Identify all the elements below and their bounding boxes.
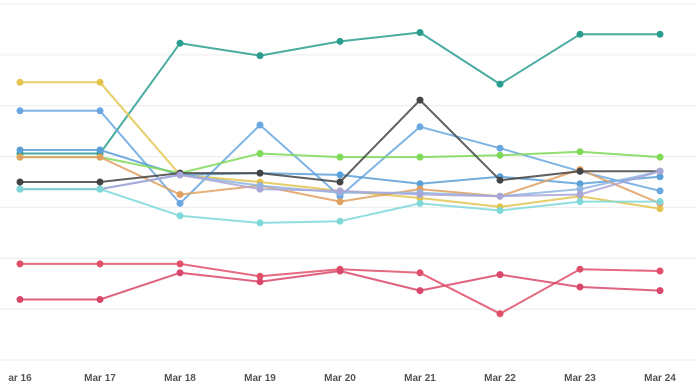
- data-point[interactable]: [656, 173, 664, 181]
- x-tick-label: Mar 21: [404, 373, 436, 384]
- series-10: [16, 185, 664, 227]
- data-point[interactable]: [336, 171, 344, 179]
- data-point[interactable]: [496, 192, 504, 200]
- x-tick-label: Mar 20: [324, 373, 356, 384]
- data-point[interactable]: [16, 296, 24, 303]
- series-7: [16, 96, 664, 186]
- data-point[interactable]: [256, 272, 264, 280]
- data-point[interactable]: [336, 178, 344, 186]
- data-point[interactable]: [416, 153, 424, 161]
- series-9: [16, 167, 664, 200]
- grid-lines: [0, 3, 697, 361]
- data-point[interactable]: [416, 180, 424, 188]
- data-point[interactable]: [576, 191, 584, 198]
- data-point[interactable]: [176, 39, 184, 47]
- data-point[interactable]: [16, 78, 24, 86]
- x-tick-label: Mar 24: [644, 373, 676, 384]
- data-point[interactable]: [656, 30, 664, 38]
- data-point[interactable]: [96, 78, 104, 86]
- data-point[interactable]: [416, 29, 424, 36]
- data-point[interactable]: [176, 199, 184, 207]
- data-point[interactable]: [656, 153, 664, 161]
- data-point[interactable]: [16, 260, 24, 268]
- data-point[interactable]: [176, 191, 184, 198]
- data-point[interactable]: [576, 167, 584, 175]
- data-point[interactable]: [16, 146, 24, 154]
- data-point[interactable]: [656, 167, 664, 175]
- data-point[interactable]: [256, 169, 264, 177]
- data-point[interactable]: [336, 153, 344, 161]
- x-tick-label: Mar 23: [564, 373, 596, 384]
- data-point[interactable]: [496, 207, 504, 214]
- series-line: [19, 31, 661, 155]
- data-point[interactable]: [16, 178, 24, 186]
- series-lines: [16, 29, 664, 318]
- data-point[interactable]: [416, 269, 424, 277]
- series-12: [16, 267, 664, 303]
- data-point[interactable]: [336, 187, 344, 195]
- data-point[interactable]: [96, 260, 104, 268]
- data-point[interactable]: [576, 198, 584, 206]
- data-point[interactable]: [176, 212, 184, 220]
- data-point[interactable]: [176, 260, 184, 268]
- x-tick-label: Mar 22: [484, 373, 516, 384]
- data-point[interactable]: [96, 153, 104, 161]
- data-point[interactable]: [576, 148, 584, 156]
- data-point[interactable]: [576, 185, 584, 193]
- data-point[interactable]: [16, 107, 24, 115]
- data-point[interactable]: [496, 176, 504, 184]
- data-point[interactable]: [416, 96, 424, 104]
- x-axis-ticks: ar 16 Mar 17 Mar 18 Mar 19 Mar 20 Mar 21 Mar 2…: [8, 373, 676, 384]
- data-point[interactable]: [576, 265, 584, 273]
- data-point[interactable]: [96, 296, 104, 303]
- data-point[interactable]: [176, 269, 184, 277]
- data-point[interactable]: [336, 37, 344, 45]
- data-point[interactable]: [96, 178, 104, 186]
- data-point[interactable]: [576, 180, 584, 188]
- series-1: [16, 29, 664, 157]
- data-point[interactable]: [336, 198, 344, 206]
- data-point[interactable]: [256, 150, 264, 157]
- data-point[interactable]: [256, 278, 264, 286]
- data-point[interactable]: [96, 107, 104, 115]
- series-line: [19, 99, 661, 183]
- data-point[interactable]: [416, 191, 424, 198]
- data-point[interactable]: [336, 217, 344, 225]
- data-point[interactable]: [16, 153, 24, 161]
- data-point[interactable]: [256, 121, 264, 129]
- data-point[interactable]: [256, 185, 264, 193]
- data-point[interactable]: [496, 80, 504, 88]
- data-point[interactable]: [656, 267, 664, 275]
- data-point[interactable]: [416, 199, 424, 207]
- data-point[interactable]: [496, 310, 504, 318]
- data-point[interactable]: [256, 52, 264, 60]
- data-point[interactable]: [416, 287, 424, 295]
- data-point[interactable]: [96, 185, 104, 193]
- series-line: [19, 270, 661, 301]
- data-point[interactable]: [576, 283, 584, 291]
- data-point[interactable]: [96, 146, 104, 154]
- data-point[interactable]: [336, 267, 344, 275]
- data-point[interactable]: [496, 271, 504, 279]
- x-tick-label: Mar 17: [84, 373, 116, 384]
- data-point[interactable]: [656, 198, 664, 206]
- data-point[interactable]: [656, 205, 664, 213]
- data-point[interactable]: [16, 185, 24, 193]
- data-point[interactable]: [656, 187, 664, 195]
- data-point[interactable]: [176, 171, 184, 179]
- data-point[interactable]: [656, 287, 664, 295]
- data-point[interactable]: [576, 30, 584, 38]
- data-point[interactable]: [496, 144, 504, 152]
- data-point[interactable]: [416, 123, 424, 131]
- data-point[interactable]: [256, 219, 264, 227]
- x-tick-label: ar 16: [8, 373, 32, 384]
- x-tick-label: Mar 19: [244, 373, 276, 384]
- x-tick-label: Mar 18: [164, 373, 196, 384]
- data-point[interactable]: [496, 151, 504, 159]
